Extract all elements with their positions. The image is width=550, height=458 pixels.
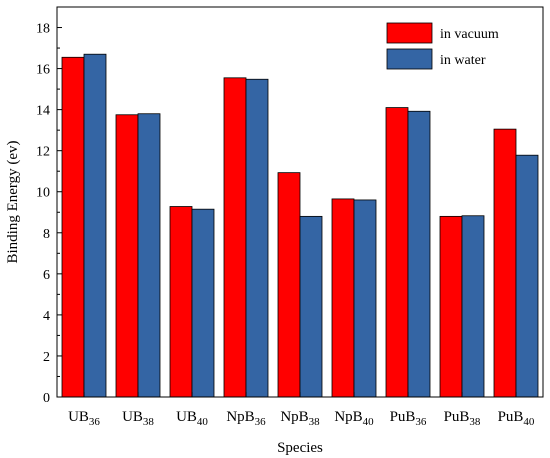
- legend-swatch-in-vacuum: [386, 22, 433, 44]
- x-tick-label: PuB40: [498, 409, 535, 428]
- bar-npb36-in-vacuum: [223, 77, 247, 398]
- x-axis: UB36 UB38 UB40 NpB36 NpB38 NpB40 PuB36 PuB38 PuB…: [68, 392, 535, 428]
- bar-pub40-in-water: [515, 154, 539, 398]
- legend-label-in-vacuum: in vacuum: [440, 27, 499, 42]
- x-tick-label: UB40: [176, 409, 208, 428]
- y-tick-label: 16: [36, 63, 50, 78]
- y-tick-label: 10: [36, 186, 50, 201]
- y-tick-label: 8: [43, 227, 50, 242]
- bar-pub36-in-vacuum: [385, 107, 409, 398]
- bar-npb38-in-vacuum: [277, 172, 301, 398]
- legend-swatch-in-water: [386, 48, 433, 70]
- x-tick-label: UB38: [122, 409, 154, 428]
- y-axis: 0 2 4 6 8 10 12 14 16 18: [36, 22, 62, 406]
- bar-pub38-in-vacuum: [439, 215, 463, 398]
- bar-npb40-in-water: [353, 199, 377, 398]
- x-tick-label: NpB38: [280, 409, 320, 428]
- bar-ub40-in-water: [191, 208, 215, 398]
- bar-ub40-in-vacuum: [169, 206, 193, 398]
- y-tick-label: 0: [43, 391, 50, 406]
- y-tick-label: 6: [43, 268, 50, 283]
- bar-ub36-in-vacuum: [61, 56, 85, 398]
- y-tick-label: 18: [36, 22, 50, 37]
- x-tick-label: PuB36: [390, 409, 427, 428]
- y-tick-label: 2: [43, 350, 50, 365]
- plot-frame: [56, 6, 544, 398]
- legend-label-in-water: in water: [440, 53, 486, 68]
- y-tick-label: 12: [36, 145, 50, 160]
- y-axis-title: Binding Energy (ev): [5, 140, 21, 263]
- bar-npb38-in-water: [299, 215, 323, 398]
- bar-npb36-in-water: [245, 78, 269, 398]
- x-axis-title: Species: [277, 440, 323, 456]
- bar-npb40-in-vacuum: [331, 198, 355, 398]
- x-tick-label: NpB40: [334, 409, 374, 428]
- bars-group: [61, 53, 539, 398]
- x-tick-label: UB36: [68, 409, 100, 428]
- legend: in vacuum in water: [386, 22, 499, 70]
- x-tick-label: NpB36: [226, 409, 266, 428]
- bar-pub40-in-vacuum: [493, 128, 517, 398]
- y-tick-label: 4: [43, 309, 50, 324]
- bar-pub38-in-water: [461, 215, 485, 398]
- bar-ub38-in-vacuum: [115, 114, 139, 398]
- y-tick-label: 14: [36, 104, 50, 119]
- x-tick-label: PuB38: [444, 409, 481, 428]
- bar-ub36-in-water: [83, 53, 107, 398]
- bar-ub38-in-water: [137, 113, 161, 398]
- bar-pub36-in-water: [407, 110, 431, 398]
